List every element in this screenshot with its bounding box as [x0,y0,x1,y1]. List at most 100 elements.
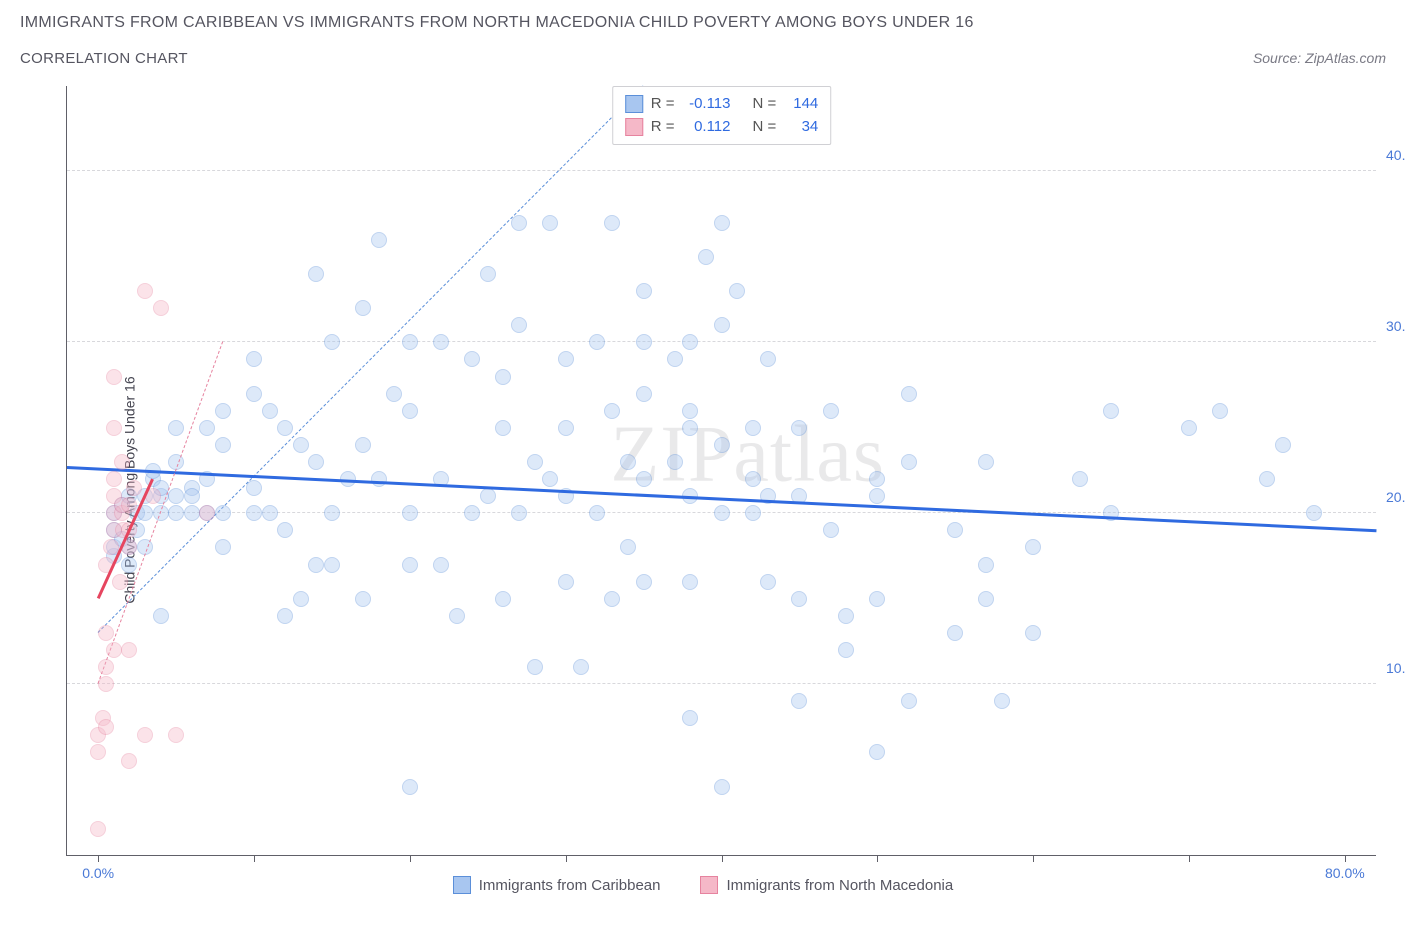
x-tick [1033,855,1034,862]
data-point [667,454,683,470]
data-point [371,232,387,248]
stats-box: R =-0.113N =144R =0.112N =34 [612,86,832,145]
data-point [277,522,293,538]
data-point [433,557,449,573]
data-point [121,753,137,769]
x-tick [1189,855,1190,862]
data-point [308,266,324,282]
data-point [98,719,114,735]
data-point [869,591,885,607]
data-point [760,574,776,590]
data-point [464,351,480,367]
data-point [589,505,605,521]
data-point [1025,539,1041,555]
data-point [527,659,543,675]
legend-item: Immigrants from Caribbean [453,876,661,894]
data-point [636,574,652,590]
data-point [355,591,371,607]
data-point [262,505,278,521]
data-point [714,505,730,521]
data-point [168,727,184,743]
data-point [386,386,402,402]
legend-swatch-icon [625,118,643,136]
legend-label: Immigrants from North Macedonia [726,877,953,894]
data-point [947,625,963,641]
data-point [760,351,776,367]
n-value: 144 [784,93,818,116]
data-point [947,522,963,538]
x-tick [254,855,255,862]
data-point [293,437,309,453]
data-point [636,471,652,487]
stats-row: R =0.112N =34 [625,116,819,139]
data-point [729,283,745,299]
data-point [371,471,387,487]
data-point [293,591,309,607]
data-point [246,386,262,402]
data-point [604,591,620,607]
gridline-h [67,341,1376,342]
data-point [464,505,480,521]
legend-label: Immigrants from Caribbean [479,877,661,894]
chart-subtitle: CORRELATION CHART [20,50,188,67]
data-point [402,779,418,795]
data-point [98,625,114,641]
data-point [978,557,994,573]
data-point [402,557,418,573]
data-point [153,608,169,624]
n-value: 34 [784,116,818,139]
legend: Immigrants from Caribbean Immigrants from… [20,876,1386,894]
data-point [324,334,340,350]
data-point [168,505,184,521]
data-point [355,437,371,453]
data-point [199,505,215,521]
chart-title: IMMIGRANTS FROM CARIBBEAN VS IMMIGRANTS … [20,14,1386,32]
chart-area: Child Poverty Among Boys Under 16 ZIPatl… [20,80,1386,900]
data-point [308,454,324,470]
data-point [573,659,589,675]
data-point [1275,437,1291,453]
data-point [1306,505,1322,521]
data-point [714,779,730,795]
data-point [184,488,200,504]
data-point [106,642,122,658]
r-label: R = [651,93,675,116]
data-point [978,454,994,470]
gridline-h [67,683,1376,684]
data-point [402,403,418,419]
chart-header: IMMIGRANTS FROM CARIBBEAN VS IMMIGRANTS … [0,0,1406,67]
data-point [495,591,511,607]
data-point [215,505,231,521]
data-point [106,420,122,436]
data-point [745,505,761,521]
stats-row: R =-0.113N =144 [625,93,819,116]
data-point [480,488,496,504]
data-point [137,727,153,743]
data-point [901,454,917,470]
y-tick-label: 40.0% [1386,147,1406,163]
data-point [90,744,106,760]
data-point [978,591,994,607]
data-point [114,454,130,470]
data-point [682,334,698,350]
data-point [745,420,761,436]
data-point [402,505,418,521]
data-point [791,420,807,436]
data-point [558,420,574,436]
data-point [1025,625,1041,641]
trend-line [67,466,1376,532]
legend-swatch-icon [453,876,471,894]
data-point [495,420,511,436]
data-point [246,480,262,496]
data-point [262,403,278,419]
data-point [869,471,885,487]
data-point [1181,420,1197,436]
data-point [620,454,636,470]
data-point [308,557,324,573]
data-point [121,557,137,573]
data-point [558,574,574,590]
data-point [121,497,137,513]
data-point [869,744,885,760]
data-point [714,437,730,453]
data-point [636,334,652,350]
